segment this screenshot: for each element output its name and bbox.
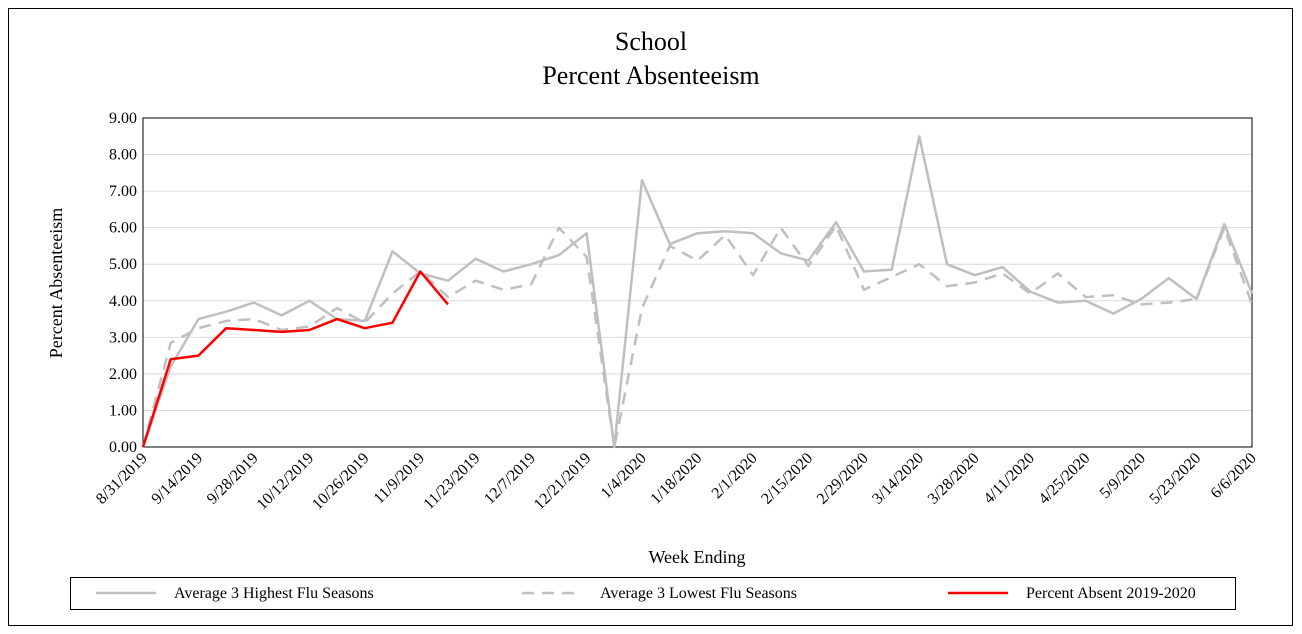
y-tick-label: 3.00 xyxy=(109,329,137,346)
chart-subtitle: Percent Absenteeism xyxy=(542,61,759,90)
y-tick-label: 5.00 xyxy=(109,256,137,273)
y-tick-label: 0.00 xyxy=(109,439,137,456)
series-line xyxy=(141,135,1254,449)
y-tick-label: 7.00 xyxy=(109,183,137,200)
y-tick-label: 6.00 xyxy=(109,220,137,237)
series-line xyxy=(141,270,449,448)
x-axis-label: Week Ending xyxy=(648,547,745,567)
y-axis-label: Percent Absenteeism xyxy=(46,208,66,358)
legend-label: Average 3 Lowest Flu Seasons xyxy=(600,585,797,602)
chart-title: School xyxy=(615,27,687,56)
y-tick-label: 8.00 xyxy=(109,147,137,164)
y-tick-label: 9.00 xyxy=(109,110,137,127)
y-tick-label: 2.00 xyxy=(109,366,137,383)
y-tick-label: 4.00 xyxy=(109,293,137,310)
y-tick-label: 1.00 xyxy=(109,402,137,419)
legend-box xyxy=(70,577,1236,610)
plot-border xyxy=(142,117,1253,448)
chart-border xyxy=(8,8,1293,626)
legend-label: Percent Absent 2019-2020 xyxy=(1026,585,1196,602)
legend-label: Average 3 Highest Flu Seasons xyxy=(174,585,374,602)
